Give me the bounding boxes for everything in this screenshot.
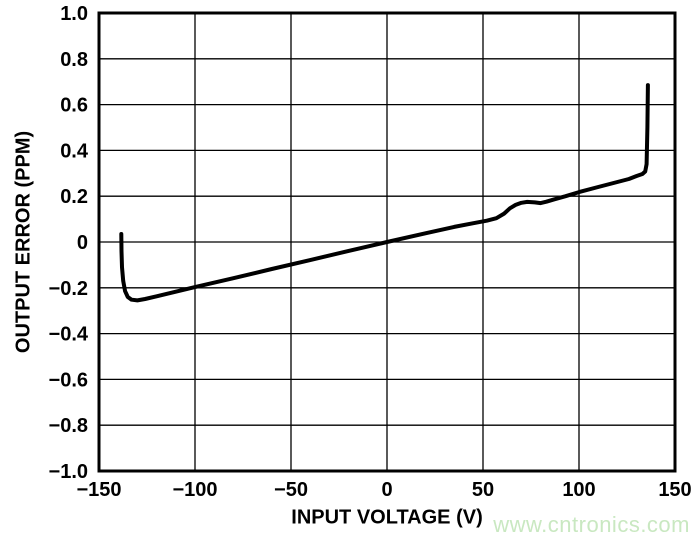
y-tick-label: −0.8 (49, 415, 88, 437)
y-tick-label: 0.2 (60, 186, 88, 208)
x-tick-label: −100 (172, 479, 217, 501)
x-tick-label: 50 (472, 479, 494, 501)
y-tick-label: −0.6 (49, 369, 88, 391)
y-tick-labels: 1.0 0.8 0.6 0.4 0.2 0 −0.2 −0.4 −0.6 −0.8 −1.0 (49, 3, 89, 483)
x-tick-label: −50 (274, 479, 308, 501)
y-tick-label: 0.8 (60, 49, 88, 71)
x-tick-label: 150 (658, 479, 691, 501)
y-tick-label: 0.6 (60, 95, 88, 117)
y-tick-label: −0.2 (49, 278, 88, 300)
output-error-curve (119, 83, 650, 303)
y-tick-label: −0.4 (49, 324, 89, 346)
watermark: www.cntronics.com (493, 512, 690, 537)
x-tick-label: −150 (76, 479, 121, 501)
y-tick-label: 0 (77, 232, 88, 254)
x-axis-title: INPUT VOLTAGE (V) (291, 506, 483, 529)
y-axis-title: OUTPUT ERROR (PPM) (12, 130, 35, 354)
x-tick-label: 0 (381, 479, 392, 501)
y-tick-label: 1.0 (60, 3, 88, 25)
y-tick-label: −1.0 (49, 461, 88, 483)
x-tick-labels: −150 −100 −50 0 50 100 150 (76, 479, 691, 501)
plot-frame (97, 11, 677, 473)
y-tick-label: 0.4 (60, 140, 89, 162)
x-tick-label: 100 (562, 479, 595, 501)
